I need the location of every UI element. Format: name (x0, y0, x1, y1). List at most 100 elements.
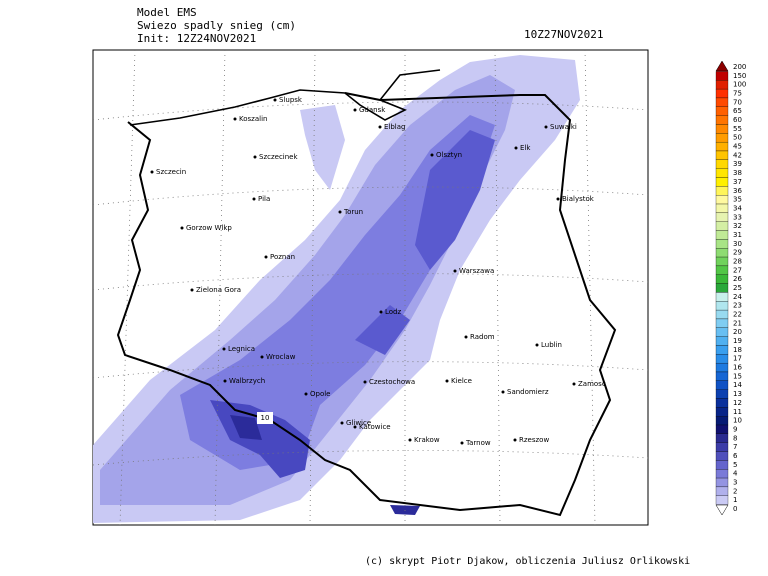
coastline (129, 69, 441, 126)
legend-label: 2 (733, 487, 737, 495)
legend-label: 12 (733, 399, 742, 407)
legend-swatch (715, 124, 729, 134)
legend-label: 200 (733, 63, 746, 71)
legend-label: 55 (733, 125, 742, 133)
legend-label: 8 (733, 434, 737, 442)
city-dot (150, 170, 154, 174)
city-dot (544, 125, 548, 129)
max-label-box (257, 412, 273, 424)
city-dot (222, 347, 226, 351)
map-title: Swiezo spadly snieg (cm) (137, 19, 296, 32)
legend-swatch (715, 407, 729, 417)
legend-label: 35 (733, 196, 742, 204)
city-dot (273, 98, 277, 102)
city-label: Wroclaw (266, 353, 296, 361)
legend-label: 18 (733, 346, 742, 354)
legend-label: 34 (733, 204, 742, 212)
city-label: Zielona Gora (196, 286, 241, 294)
city-label: Gliwice (346, 419, 371, 427)
legend-label: 42 (733, 151, 742, 159)
city-label: Pila (258, 195, 270, 203)
legend-swatch (715, 106, 729, 116)
city-label: Lublin (541, 341, 562, 349)
legend-label: 60 (733, 116, 742, 124)
city-dot (353, 108, 357, 112)
city-label: Koszalin (239, 115, 267, 123)
legend-swatch (715, 239, 729, 249)
legend-swatch (715, 451, 729, 461)
city-label: Elk (520, 144, 531, 152)
city-dot (460, 441, 464, 445)
city-dot (223, 379, 227, 383)
model-name: Model EMS (137, 6, 197, 19)
city-label: Katowice (359, 423, 391, 431)
city-dot (353, 425, 357, 429)
city-dot (304, 392, 308, 396)
legend-swatch (715, 301, 729, 311)
legend-label: 38 (733, 169, 742, 177)
legend-label: 30 (733, 240, 742, 248)
legend-label: 0 (733, 505, 737, 513)
legend-swatch (715, 265, 729, 275)
city-label: Lodz (385, 308, 402, 316)
legend-swatch (715, 309, 729, 320)
city-dot (379, 310, 383, 314)
legend-label: 5 (733, 461, 737, 469)
legend-swatch (715, 398, 729, 408)
legend-label: 32 (733, 222, 742, 230)
city-label: Warszawa (459, 267, 494, 275)
city-dot (340, 421, 344, 425)
grid-line (494, 49, 501, 526)
snow-area (180, 115, 495, 470)
legend-label: 26 (733, 275, 742, 283)
city-dot (260, 355, 264, 359)
legend-swatch (715, 283, 729, 293)
legend-label: 22 (733, 311, 742, 319)
legend-swatch (715, 150, 729, 160)
city-label: Zamosc (578, 380, 606, 388)
legend-swatch (715, 477, 729, 488)
legend-swatch (715, 460, 729, 470)
legend-swatch (715, 495, 729, 505)
city-dot (513, 438, 517, 442)
legend-label: 150 (733, 72, 746, 80)
legend-swatch (715, 115, 729, 125)
credits: (c) skrypt Piotr Djakow, obliczenia Juli… (365, 556, 690, 567)
legend-swatch (715, 433, 729, 443)
color-legend: 2001501007570656055504542393837363534333… (715, 60, 746, 516)
legend-label: 50 (733, 134, 742, 142)
legend-label: 25 (733, 284, 742, 292)
city-label: Opole (310, 390, 331, 398)
legend-label: 14 (733, 381, 742, 389)
legend-label: 31 (733, 231, 742, 239)
legend-label: 29 (733, 249, 742, 257)
city-label: Bialystok (562, 195, 595, 203)
city-label: Suwalki (550, 123, 577, 131)
city-label: Gdansk (359, 106, 386, 114)
city-dot (501, 390, 505, 394)
city-label: Legnica (228, 345, 255, 353)
legend-swatch (715, 380, 729, 390)
city-dot (445, 379, 449, 383)
city-label: Walbrzych (229, 377, 265, 385)
legend-label: 37 (733, 178, 742, 186)
city-label: Elblag (384, 123, 406, 131)
city-dot (453, 269, 457, 273)
valid-time: 10Z27NOV2021 (524, 28, 603, 41)
city-labels: Slupsk Koszalin Gdansk Elblag Suwalki Olsztyn… (150, 96, 606, 447)
city-dot (190, 288, 194, 292)
legend-label: 21 (733, 319, 742, 327)
legend-label: 16 (733, 364, 742, 372)
snow-area (300, 105, 345, 190)
legend-swatch (715, 212, 729, 222)
legend-label: 4 (733, 470, 738, 478)
legend-swatch (715, 141, 729, 152)
legend-label: 7 (733, 443, 737, 451)
legend-swatch (715, 97, 729, 107)
city-label: Poznan (270, 253, 295, 261)
legend-swatch (715, 354, 729, 364)
legend-label: 1 (733, 496, 737, 504)
city-dot (180, 226, 184, 230)
